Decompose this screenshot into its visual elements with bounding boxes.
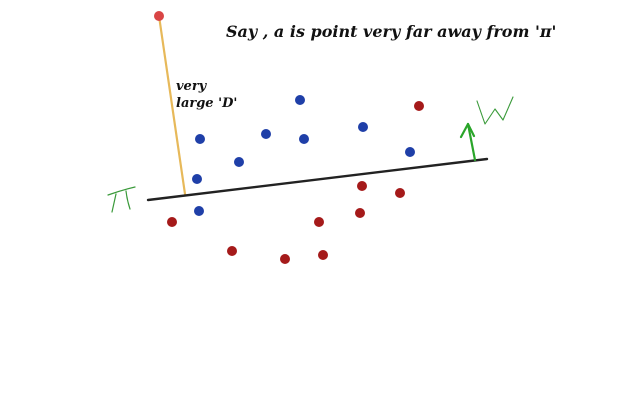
red-point <box>355 208 365 218</box>
plane-pi-symbol <box>107 186 136 213</box>
red-point <box>318 250 328 260</box>
outlier-point <box>154 11 164 21</box>
distance-label-line1: very <box>176 79 207 94</box>
distance-label: very large 'D' <box>176 78 237 112</box>
normal-w-symbol <box>476 96 514 125</box>
blue-point <box>405 147 415 157</box>
distance-label-line2: large 'D' <box>176 96 238 111</box>
red-point <box>167 217 177 227</box>
normal-vector-arrow <box>459 122 477 162</box>
red-point <box>395 188 405 198</box>
blue-point <box>234 157 244 167</box>
blue-point <box>295 95 305 105</box>
red-points <box>167 101 424 264</box>
blue-point <box>195 134 205 144</box>
blue-points <box>192 95 415 216</box>
diagram-caption: Say , a is point very far away from 'π' <box>226 22 557 41</box>
blue-point <box>299 134 309 144</box>
red-point <box>280 254 290 264</box>
red-point <box>357 181 367 191</box>
blue-point <box>358 122 368 132</box>
plane-line <box>146 157 489 202</box>
red-point <box>414 101 424 111</box>
blue-point <box>261 129 271 139</box>
blue-point <box>192 174 202 184</box>
red-point <box>314 217 324 227</box>
red-point <box>227 246 237 256</box>
distance-line <box>157 14 187 196</box>
blue-point <box>194 206 204 216</box>
